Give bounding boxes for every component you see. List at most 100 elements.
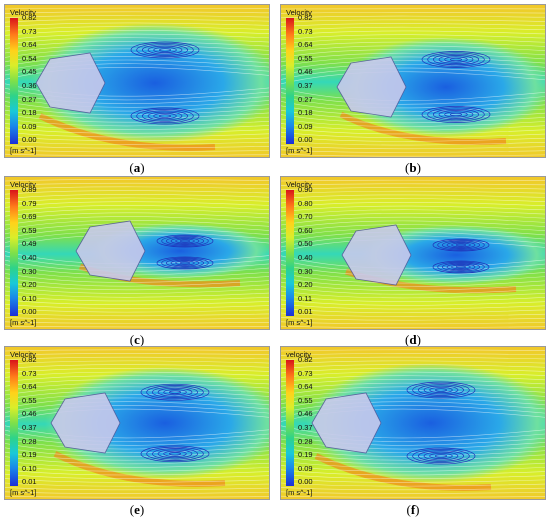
- velocity-colorbar: Velocity 0.82 0.73 0.64 0.55 0.46 0.37 0.28 0.19…: [8, 350, 54, 498]
- colorbar-tick: 0.69: [22, 212, 37, 222]
- flow-panel-b: Velocity 0.82 0.73 0.64 0.55 0.46 0.37 0.27 0.18…: [280, 4, 546, 158]
- colorbar-tick: 0.73: [298, 368, 313, 378]
- colorbar-tick: 0.73: [22, 368, 37, 378]
- colorbar-tick: 0.20: [22, 280, 37, 290]
- colorbar-tick: 0.36: [22, 81, 37, 90]
- colorbar-unit: [m s^-1]: [10, 318, 37, 327]
- colorbar-unit: [m s^-1]: [10, 488, 37, 497]
- streamline-plot: [281, 177, 545, 329]
- colorbar-tick: 0.09: [298, 121, 313, 131]
- colorbar-tick: 0.73: [22, 26, 37, 36]
- colorbar-tick: 0.46: [298, 67, 313, 77]
- colorbar-tick: 0.00: [22, 135, 37, 145]
- colorbar-tick: 0.27: [22, 94, 37, 104]
- colorbar-tick: 0.64: [298, 40, 313, 50]
- colorbar-tick: 0.82: [22, 355, 37, 364]
- colorbar-title: Velocity: [286, 8, 312, 17]
- colorbar-unit: [m s^-1]: [286, 146, 313, 155]
- panel-caption: (f): [406, 502, 420, 517]
- colorbar-tick: 0.60: [298, 225, 313, 235]
- cage-body: [50, 392, 121, 454]
- colorbar-tick: 0.18: [22, 108, 37, 118]
- colorbar-tick: 0.01: [22, 477, 37, 487]
- streamline-plot: [5, 5, 269, 157]
- velocity-colorbar: Velocity 0.89 0.79 0.69 0.59 0.49 0.40 0.30 0.20…: [8, 180, 54, 328]
- colorbar-tick: 0.45: [22, 67, 37, 77]
- colorbar-tick: 0.00: [298, 135, 313, 145]
- flow-panel-f: velocity 0.82 0.73 0.64 0.55 0.46 0.37 0.28 0.19…: [280, 346, 546, 500]
- colorbar-tick: 0.79: [22, 198, 37, 208]
- colorbar-tick: 0.55: [22, 395, 37, 405]
- colorbar-tick: 0.28: [22, 436, 37, 446]
- panel-caption: (c): [129, 332, 145, 347]
- colorbar-tick: 0.18: [298, 108, 313, 118]
- colorbar-title: Velocity: [10, 180, 36, 189]
- colorbar-tick: 0.59: [22, 225, 37, 235]
- colorbar-tick: 0.40: [298, 253, 313, 262]
- velocity-colorbar: Velocity 0.82 0.73 0.64 0.54 0.45 0.36 0.27 0.18…: [8, 8, 54, 156]
- colorbar-gradient: [10, 360, 18, 486]
- velocity-colorbar: velocity 0.82 0.73 0.64 0.55 0.46 0.37 0.28 0.19…: [284, 350, 330, 498]
- panel-caption: (d): [405, 332, 421, 347]
- colorbar-tick: 0.00: [298, 477, 313, 487]
- caption-letter: e: [134, 502, 140, 517]
- colorbar-tick: 0.46: [298, 409, 313, 419]
- colorbar-tick: 0.20: [298, 280, 313, 290]
- colorbar-tick: 0.89: [22, 185, 37, 194]
- colorbar-tick: 0.82: [22, 13, 37, 22]
- colorbar-tick: 0.37: [298, 423, 313, 432]
- colorbar-tick: 0.46: [22, 409, 37, 419]
- colorbar-tick: 0.55: [298, 395, 313, 405]
- colorbar-tick: 0.82: [298, 13, 313, 22]
- colorbar-tick: 0.49: [22, 239, 37, 249]
- colorbar-unit: [m s^-1]: [286, 488, 313, 497]
- streamline-plot: [281, 347, 545, 499]
- colorbar-gradient: [10, 18, 18, 144]
- colorbar-tick: 0.30: [298, 266, 313, 276]
- flow-panel-c: Velocity 0.89 0.79 0.69 0.59 0.49 0.40 0.30 0.20…: [4, 176, 270, 330]
- colorbar-tick: 0.10: [22, 463, 37, 473]
- colorbar-tick: 0.64: [298, 382, 313, 392]
- colorbar-tick: 0.40: [22, 253, 37, 262]
- flow-panel-a: Velocity 0.82 0.73 0.64 0.54 0.45 0.36 0.27 0.18…: [4, 4, 270, 158]
- cage-body: [336, 56, 407, 118]
- colorbar-tick: 0.09: [22, 121, 37, 131]
- colorbar-title: velocity: [286, 350, 312, 359]
- colorbar-tick: 0.00: [22, 307, 37, 317]
- caption-letter: f: [410, 502, 416, 517]
- colorbar-tick: 0.11: [298, 293, 313, 303]
- caption-letter: a: [133, 160, 141, 175]
- cage-body: [35, 52, 106, 114]
- colorbar-tick: 0.37: [22, 423, 37, 432]
- flow-panel-d: Velocity 0.90 0.80 0.70 0.60 0.50 0.40 0.30 0.20…: [280, 176, 546, 330]
- colorbar-unit: [m s^-1]: [286, 318, 313, 327]
- colorbar-title: Velocity: [10, 8, 36, 17]
- colorbar-gradient: [286, 190, 294, 316]
- colorbar-unit: [m s^-1]: [10, 146, 37, 155]
- panel-caption: (b): [405, 160, 421, 175]
- cage-body: [341, 224, 412, 286]
- colorbar-tick: 0.10: [22, 293, 37, 303]
- colorbar-tick: 0.19: [22, 450, 37, 460]
- streamline-plot: [5, 177, 269, 329]
- caption-letter: c: [134, 332, 140, 347]
- colorbar-tick: 0.64: [22, 382, 37, 392]
- colorbar-tick: 0.90: [298, 185, 313, 194]
- colorbar-tick: 0.30: [22, 266, 37, 276]
- colorbar-gradient: [10, 190, 18, 316]
- colorbar-tick: 0.73: [298, 26, 313, 36]
- colorbar-tick: 0.64: [22, 40, 37, 50]
- colorbar-title: Velocity: [286, 180, 312, 189]
- colorbar-tick: 0.37: [298, 81, 313, 90]
- streamline-plot: [281, 5, 545, 157]
- colorbar-tick: 0.09: [298, 463, 313, 473]
- colorbar-title: Velocity: [10, 350, 36, 359]
- colorbar-tick: 0.28: [298, 436, 313, 446]
- colorbar-tick: 0.19: [298, 450, 313, 460]
- velocity-colorbar: Velocity 0.90 0.80 0.70 0.60 0.50 0.40 0.30 0.20…: [284, 180, 330, 328]
- colorbar-tick: 0.82: [298, 355, 313, 364]
- panel-caption: (a): [129, 160, 145, 175]
- colorbar-tick: 0.27: [298, 94, 313, 104]
- colorbar-gradient: [286, 360, 294, 486]
- caption-letter: b: [409, 160, 417, 175]
